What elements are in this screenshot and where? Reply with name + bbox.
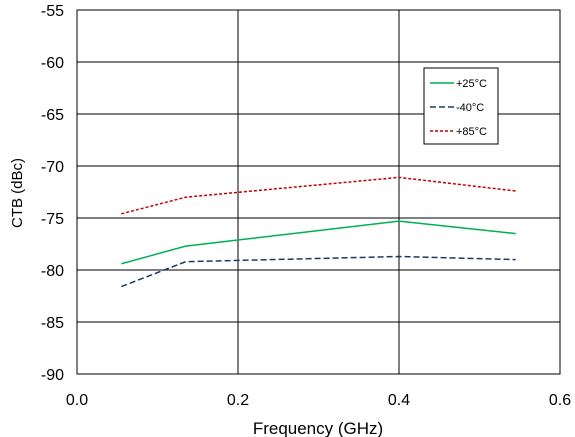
series-line-2 — [121, 176, 516, 215]
y-tick-label: -55 — [41, 3, 64, 20]
legend-label: -40°C — [456, 102, 484, 114]
plot-frame — [76, 9, 561, 375]
series-line-0 — [121, 220, 516, 265]
legend-label: +25°C — [456, 78, 487, 90]
y-axis-title: CTB (dBc) — [9, 158, 26, 228]
x-tick-labels: 0.0 0.2 0.4 0.6 — [66, 392, 571, 409]
legend-box — [423, 67, 499, 145]
grid — [76, 9, 561, 375]
y-tick-label: -75 — [41, 211, 64, 228]
x-tick-label: 0.6 — [549, 392, 571, 409]
series-line-1 — [121, 255, 516, 288]
x-tick-label: 0.0 — [66, 392, 88, 409]
y-tick-label: -85 — [41, 315, 64, 332]
x-tick-label: 0.4 — [388, 392, 410, 409]
y-tick-label: -80 — [41, 263, 64, 280]
y-tick-label: -70 — [41, 159, 64, 176]
legend-label: +85°C — [456, 126, 487, 138]
x-axis-title: Frequency (GHz) — [253, 419, 383, 437]
y-tick-label: -60 — [41, 55, 64, 72]
x-tick-label: 0.2 — [227, 392, 249, 409]
y-tick-label: -90 — [41, 367, 64, 384]
y-tick-labels: -90 -85 -80 -75 -70 -65 -60 -55 — [41, 3, 64, 384]
legend: +25°C -40°C +85°C — [423, 67, 499, 145]
y-tick-label: -65 — [41, 107, 64, 124]
series-lines — [121, 176, 516, 288]
